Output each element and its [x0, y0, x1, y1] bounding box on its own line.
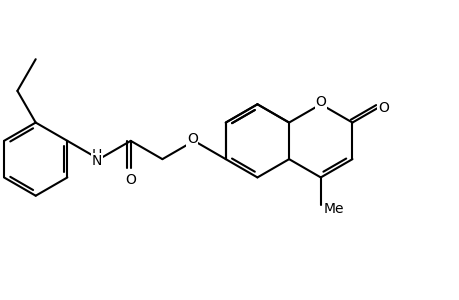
Text: N: N [92, 154, 102, 168]
Text: H: H [92, 148, 102, 163]
Text: O: O [186, 132, 197, 146]
Text: Me: Me [323, 202, 343, 216]
Text: O: O [315, 95, 325, 110]
Text: O: O [125, 173, 136, 187]
Text: O: O [377, 101, 388, 115]
